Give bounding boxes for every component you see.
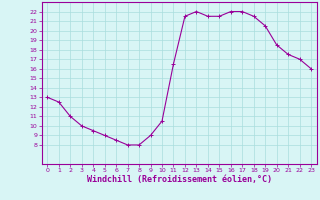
X-axis label: Windchill (Refroidissement éolien,°C): Windchill (Refroidissement éolien,°C) <box>87 175 272 184</box>
